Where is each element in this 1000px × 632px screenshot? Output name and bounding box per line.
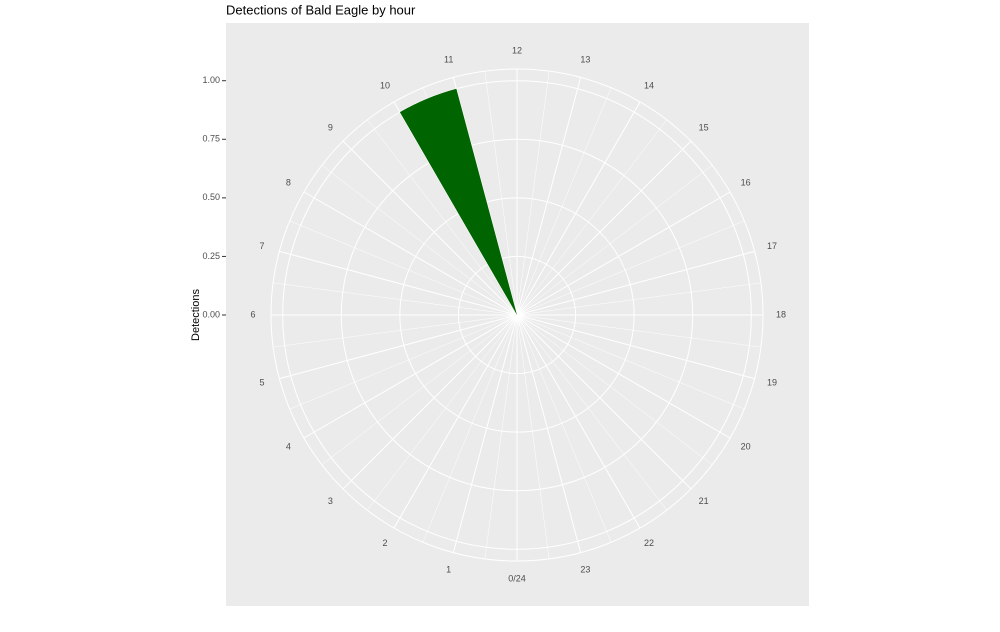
grid-line [516, 314, 692, 490]
x-tick-label: 8 [286, 177, 291, 187]
minor-grid-line [273, 314, 518, 348]
minor-grid-line [516, 165, 713, 316]
minor-grid-line [516, 71, 550, 316]
minor-grid-line [516, 87, 612, 316]
grid-line [516, 191, 731, 316]
minor-grid-line [516, 314, 745, 410]
grid-line [516, 77, 582, 316]
minor-grid-line [516, 314, 550, 559]
minor-grid-line [516, 220, 745, 316]
grid-line [279, 250, 518, 316]
x-tick-label: 12 [512, 45, 522, 55]
y-axis-title: Detections [190, 289, 202, 341]
grid-line [303, 191, 518, 316]
grid-line [516, 250, 755, 316]
x-tick-label: 6 [250, 309, 255, 319]
minor-grid-line [321, 165, 518, 316]
grid-line [516, 314, 731, 439]
x-tick-label: 14 [644, 81, 654, 91]
x-tick-label: 21 [699, 496, 709, 506]
grid-line [516, 314, 641, 529]
y-tick-label: 0.25 [202, 251, 220, 261]
x-tick-label: 7 [259, 241, 264, 251]
grid-line [516, 140, 692, 316]
x-tick-label: 15 [699, 123, 709, 133]
minor-grid-line [484, 71, 518, 316]
x-tick-label: 20 [741, 441, 751, 451]
minor-grid-line [273, 282, 518, 316]
x-tick-label: 4 [286, 441, 291, 451]
y-tick-label: 0.50 [202, 192, 220, 202]
x-tick-label: 19 [767, 378, 777, 388]
minor-grid-line [516, 119, 667, 316]
minor-grid-line [422, 314, 518, 543]
grid-line [516, 101, 641, 316]
x-tick-label: 1 [446, 564, 451, 574]
minor-grid-line [367, 314, 518, 511]
chart-title: Detections of Bald Eagle by hour [226, 2, 416, 17]
minor-grid-line [289, 220, 518, 316]
grid-line [452, 314, 518, 553]
x-tick-label: 16 [741, 177, 751, 187]
minor-grid-line [516, 314, 612, 543]
minor-grid-line [516, 282, 761, 316]
grid-line [303, 314, 518, 439]
x-tick-label: 22 [644, 538, 654, 548]
grid-line [279, 314, 518, 380]
x-tick-label: 23 [580, 564, 590, 574]
x-tick-label: 13 [580, 54, 590, 64]
minor-grid-line [516, 314, 713, 465]
bar [399, 88, 517, 315]
grid-line [342, 314, 518, 490]
y-tick-label: 1.00 [202, 75, 220, 85]
grid-line [516, 314, 582, 553]
grid-line [342, 140, 518, 316]
y-tick-label: 0.75 [202, 134, 220, 144]
minor-grid-line [516, 314, 667, 511]
minor-grid-line [289, 314, 518, 410]
x-tick-label: 11 [444, 54, 453, 64]
y-tick-label: 0.00 [202, 309, 220, 319]
x-tick-label: 3 [328, 496, 333, 506]
minor-grid-line [321, 314, 518, 465]
x-tick-label: 0/24 [508, 573, 526, 583]
x-tick-label: 18 [776, 309, 786, 319]
x-tick-label: 17 [767, 241, 777, 251]
x-tick-label: 2 [382, 538, 387, 548]
x-tick-label: 10 [380, 81, 390, 91]
x-tick-label: 9 [328, 123, 333, 133]
grid-line [516, 314, 755, 380]
x-tick-label: 5 [259, 378, 264, 388]
minor-grid-line [484, 314, 518, 559]
minor-grid-line [516, 314, 761, 348]
grid-line [393, 314, 518, 529]
minor-grid-line [367, 119, 518, 316]
